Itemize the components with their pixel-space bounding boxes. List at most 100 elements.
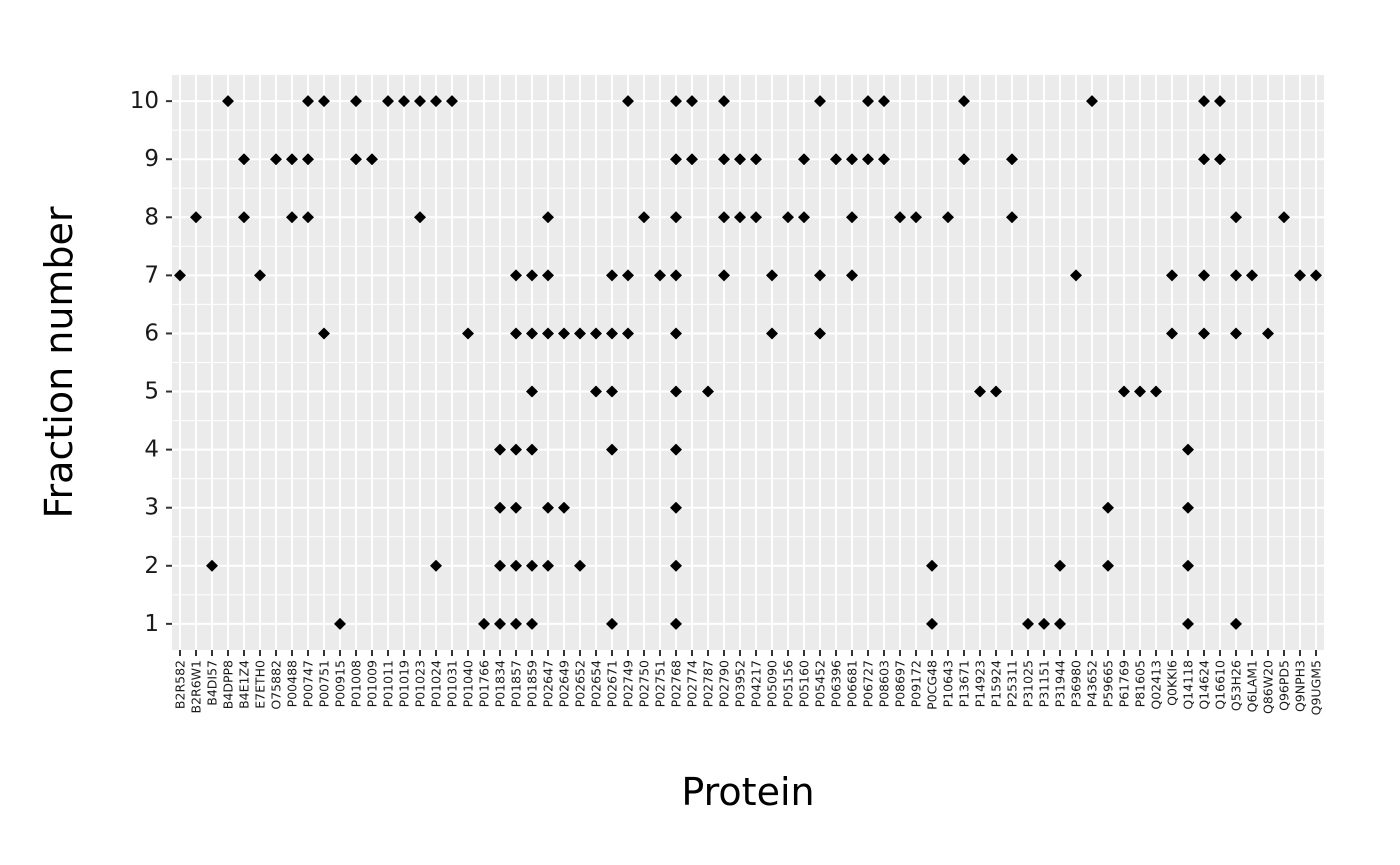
x-tick-label: P01023 [413, 660, 428, 707]
data-point [1118, 385, 1130, 398]
data-point [286, 211, 298, 224]
data-point [1038, 617, 1050, 630]
x-tick-label: P31944 [1053, 660, 1068, 707]
x-tick-label: B4DPP8 [221, 660, 236, 709]
data-point [254, 269, 266, 282]
data-point [1198, 269, 1210, 282]
data-point [1134, 385, 1146, 398]
x-tick-label: P02790 [717, 660, 732, 707]
data-point [526, 559, 538, 572]
data-point [270, 153, 282, 166]
data-point [814, 327, 826, 340]
x-tick-label: P36980 [1069, 660, 1084, 707]
data-point [1054, 559, 1066, 572]
x-tick-label: P02652 [573, 660, 588, 707]
x-tick-label: P06396 [829, 660, 844, 707]
x-tick-label: P01024 [429, 660, 444, 707]
data-point [510, 443, 522, 456]
x-tick-label: P31025 [1021, 660, 1036, 707]
x-tick-label: P02750 [637, 660, 652, 707]
data-point [398, 95, 410, 108]
data-point [238, 153, 250, 166]
data-point [1006, 211, 1018, 224]
data-point [670, 153, 682, 166]
data-point [1214, 153, 1226, 166]
x-tick-label: Q02413 [1149, 660, 1164, 710]
data-point [718, 269, 730, 282]
x-tick-label: Q14118 [1181, 660, 1196, 710]
x-tick-label: Q14624 [1197, 660, 1212, 710]
data-point [350, 153, 362, 166]
data-point [606, 327, 618, 340]
data-point [606, 269, 618, 282]
data-point [670, 95, 682, 108]
data-point [846, 269, 858, 282]
y-tick-label: 6 [144, 320, 159, 346]
data-point [798, 153, 810, 166]
data-point [718, 153, 730, 166]
data-point [750, 211, 762, 224]
y-tick-label: 1 [144, 611, 159, 637]
data-point [318, 327, 330, 340]
data-point [734, 211, 746, 224]
x-tick-label: B2R6W1 [189, 660, 204, 713]
x-tick-label: P10643 [941, 660, 956, 707]
data-point [446, 95, 458, 108]
x-tick-label: P09172 [909, 660, 924, 707]
data-point [1166, 327, 1178, 340]
data-point [990, 385, 1002, 398]
data-point [318, 95, 330, 108]
data-point [494, 501, 506, 514]
data-point [510, 501, 522, 514]
grid-minor [172, 129, 1324, 596]
x-tick-label: P01834 [493, 660, 508, 707]
x-tick-label: P13671 [957, 660, 972, 707]
data-point [494, 443, 506, 456]
data-point [606, 385, 618, 398]
y-tick-label: 5 [144, 379, 159, 405]
x-tick-label: P01031 [445, 660, 460, 707]
data-point [174, 269, 186, 282]
data-point [670, 269, 682, 282]
x-tick-label: P00747 [301, 660, 316, 707]
x-tick-label: P04217 [749, 660, 764, 707]
data-point [942, 211, 954, 224]
y-tick-label: 3 [144, 495, 159, 521]
data-point [1086, 95, 1098, 108]
data-point [510, 559, 522, 572]
x-tick-label: P02654 [589, 660, 604, 707]
data-point [670, 385, 682, 398]
x-tick-label: P02749 [621, 660, 636, 707]
x-tick-label: Q96PD5 [1277, 660, 1292, 711]
data-point [670, 443, 682, 456]
data-point [702, 385, 714, 398]
x-tick-label: P01009 [365, 660, 380, 707]
data-point [350, 95, 362, 108]
x-tick-label: P61769 [1117, 660, 1132, 707]
data-point [1182, 501, 1194, 514]
data-point [526, 269, 538, 282]
y-tick-label: 2 [144, 553, 159, 579]
data-point [1214, 95, 1226, 108]
x-tick-label: P00915 [333, 660, 348, 707]
data-point [878, 153, 890, 166]
x-axis-title: Protein [681, 770, 814, 814]
data-point [766, 327, 778, 340]
x-tick-label: P01857 [509, 660, 524, 707]
x-tick-label: P01008 [349, 660, 364, 707]
x-tick-label: O75882 [269, 660, 284, 710]
data-point [206, 559, 218, 572]
x-tick-label: E7ETH0 [253, 660, 268, 709]
data-point [526, 617, 538, 630]
data-point [846, 211, 858, 224]
x-tick-label: P02787 [701, 660, 716, 707]
y-tick-label: 9 [144, 146, 159, 172]
data-point [1230, 327, 1242, 340]
data-point [958, 153, 970, 166]
data-point [622, 327, 634, 340]
x-tick-label: P02774 [685, 660, 700, 707]
x-tick-label: Q86W20 [1261, 660, 1276, 714]
x-tick-label: P0CG48 [925, 660, 940, 710]
data-point [670, 327, 682, 340]
x-tick-label: Q9NPH3 [1293, 660, 1308, 712]
